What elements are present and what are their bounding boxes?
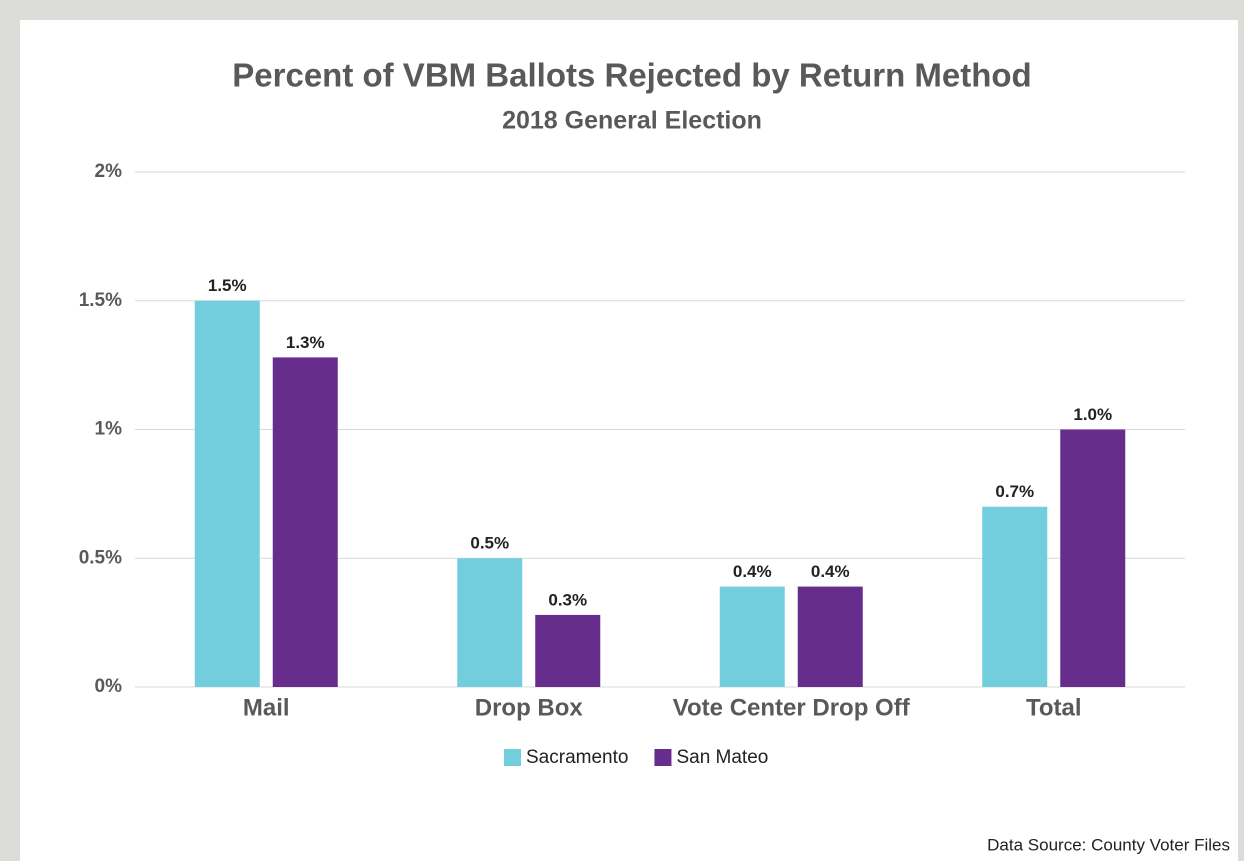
value-label: 1.3% (286, 333, 325, 352)
bar (982, 506, 1048, 687)
y-tick-label: 2% (95, 161, 123, 182)
y-tick-label: 1% (95, 419, 123, 440)
chart-subtitle: 2018 General Election (502, 107, 762, 135)
value-label: 0.4% (733, 562, 772, 581)
source-note: Data Source: County Voter Files (987, 835, 1230, 854)
value-label: 0.3% (548, 590, 587, 609)
bar (194, 300, 260, 687)
bar (272, 357, 338, 687)
value-label: 1.0% (1073, 405, 1112, 424)
x-tick-label: Mail (243, 694, 290, 721)
legend-swatch (654, 749, 672, 766)
value-label: 0.4% (811, 562, 850, 581)
bar (1060, 429, 1126, 687)
value-label: 0.7% (995, 482, 1034, 501)
bar (457, 558, 523, 687)
x-tick-label: Vote Center Drop Off (673, 694, 911, 721)
bar (719, 586, 785, 687)
y-tick-label: 1.5% (79, 290, 122, 311)
x-tick-label: Total (1026, 694, 1082, 721)
legend-label: San Mateo (676, 747, 768, 768)
y-tick-label: 0.5% (79, 547, 122, 568)
bar (797, 586, 863, 687)
value-label: 0.5% (470, 534, 509, 553)
y-tick-label: 0% (95, 676, 123, 697)
legend-swatch (504, 749, 521, 766)
bar (535, 614, 601, 687)
chart-title: Percent of VBM Ballots Rejected by Retur… (232, 57, 1031, 94)
legend-label: Sacramento (526, 747, 628, 768)
x-tick-label: Drop Box (475, 694, 584, 721)
value-label: 1.5% (208, 276, 247, 295)
